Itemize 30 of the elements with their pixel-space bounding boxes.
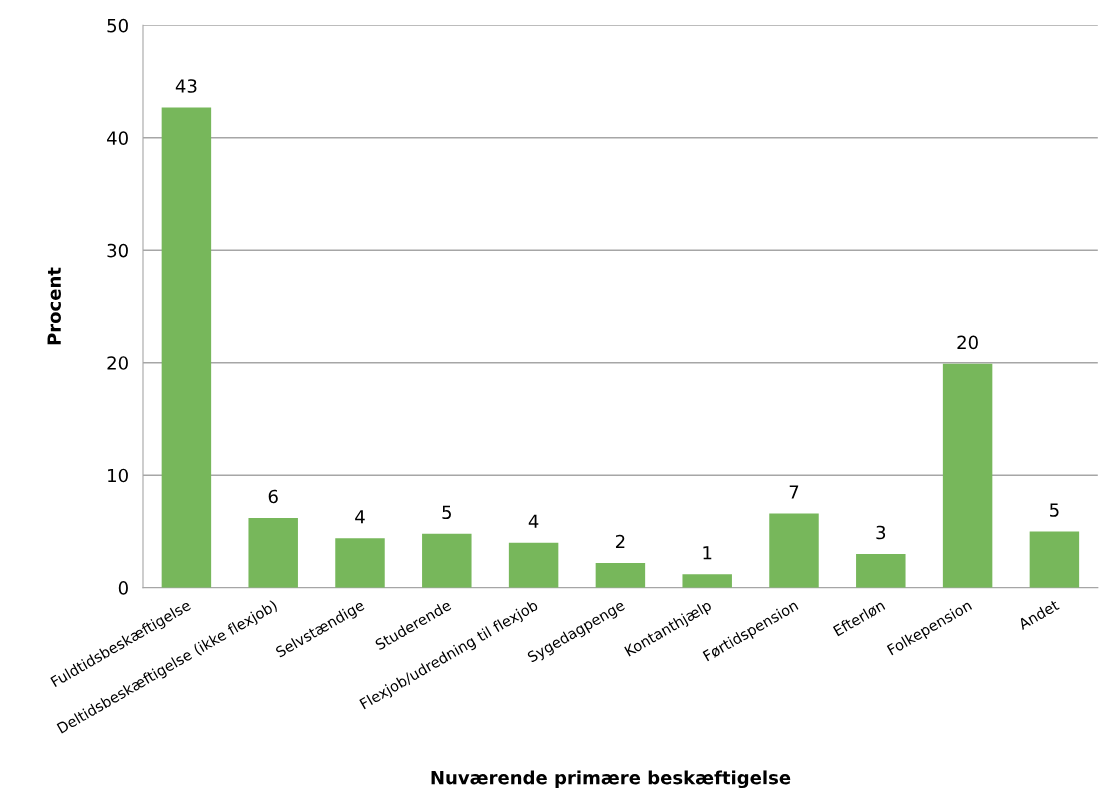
y-tick-label: 50 xyxy=(107,18,128,33)
bar xyxy=(161,107,212,588)
y-tick-label: 30 xyxy=(107,243,128,258)
y-tick-label: 40 xyxy=(107,131,128,145)
bar xyxy=(942,363,993,588)
y-tick-label: 20 xyxy=(107,356,128,370)
data-label: 3 xyxy=(876,525,886,540)
data-label: 2 xyxy=(615,534,625,549)
bar xyxy=(422,533,472,588)
bar xyxy=(335,538,385,588)
bar xyxy=(769,513,819,588)
bar xyxy=(595,562,646,588)
bar xyxy=(856,553,906,588)
x-axis-title: Nuværende primære beskæftigelse xyxy=(431,770,791,789)
data-label: 4 xyxy=(355,510,365,524)
data-label: 5 xyxy=(442,505,451,520)
y-tick-label: 0 xyxy=(118,581,128,595)
y-tick-label: 10 xyxy=(108,468,128,483)
data-label: 43 xyxy=(175,79,197,93)
data-label: 20 xyxy=(957,335,978,350)
data-label: 5 xyxy=(1050,503,1059,517)
bar xyxy=(682,574,732,588)
data-label: 4 xyxy=(528,514,539,528)
data-label: 6 xyxy=(268,489,278,504)
bar xyxy=(1029,531,1080,588)
bar xyxy=(248,517,298,588)
data-label: 1 xyxy=(703,546,712,560)
bar xyxy=(508,542,559,588)
data-label: 7 xyxy=(789,485,799,499)
y-axis-title: Procent xyxy=(47,267,61,345)
